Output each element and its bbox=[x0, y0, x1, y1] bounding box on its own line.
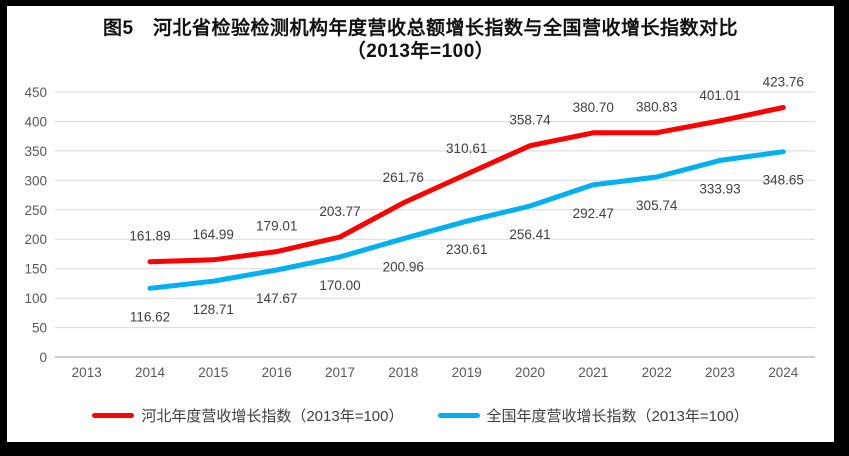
x-tick-label-2024: 2024 bbox=[768, 365, 799, 380]
data-label-series0-2017: 203.77 bbox=[319, 204, 360, 219]
legend-item-hebei: 河北年度营收增长指数（2013年=100） bbox=[92, 405, 404, 426]
y-tick-label-450: 450 bbox=[24, 85, 47, 100]
chart-legend: 河北年度营收增长指数（2013年=100） 全国年度营收增长指数（2013年=1… bbox=[7, 405, 834, 426]
data-label-series1-2016: 147.67 bbox=[256, 291, 297, 306]
x-tick-label-2014: 2014 bbox=[135, 365, 166, 380]
data-label-series1-2023: 333.93 bbox=[699, 181, 740, 196]
x-tick-label-2020: 2020 bbox=[515, 365, 545, 380]
data-label-series0-2014: 161.89 bbox=[129, 229, 170, 244]
data-label-series0-2023: 401.01 bbox=[699, 88, 740, 103]
x-tick-label-2021: 2021 bbox=[578, 365, 608, 380]
x-tick-label-2013: 2013 bbox=[72, 365, 102, 380]
data-label-series1-2017: 170.00 bbox=[319, 278, 360, 293]
data-label-series0-2019: 310.61 bbox=[446, 141, 487, 156]
data-label-series1-2014: 116.62 bbox=[130, 309, 170, 324]
data-label-series1-2024: 348.65 bbox=[763, 173, 804, 188]
legend-blue-line-sample bbox=[437, 413, 480, 418]
legend-label-national: 全国年度营收增长指数（2013年=100） bbox=[486, 408, 749, 425]
y-tick-label-0: 0 bbox=[39, 350, 47, 365]
data-label-series1-2015: 128.71 bbox=[193, 302, 234, 317]
x-tick-label-2016: 2016 bbox=[262, 365, 292, 380]
data-label-series0-2016: 179.01 bbox=[256, 219, 297, 234]
y-tick-label-50: 50 bbox=[32, 321, 47, 336]
y-tick-label-100: 100 bbox=[24, 291, 47, 306]
chart-canvas: 0 50 100 150 200 250 300 350 400 450 2013 2014 2015 2… bbox=[7, 6, 834, 442]
data-label-series0-2022: 380.83 bbox=[636, 100, 677, 115]
x-tick-label-2019: 2019 bbox=[452, 365, 482, 380]
x-tick-label-2018: 2018 bbox=[388, 365, 418, 380]
data-label-series1-2018: 200.96 bbox=[383, 260, 424, 275]
y-tick-label-400: 400 bbox=[24, 114, 47, 129]
y-tick-label-150: 150 bbox=[24, 262, 47, 277]
data-label-series1-2022: 305.74 bbox=[636, 198, 678, 213]
series-line-1 bbox=[147, 149, 786, 291]
data-label-series0-2018: 261.76 bbox=[383, 170, 424, 185]
x-tick-label-2017: 2017 bbox=[325, 365, 355, 380]
data-label-series1-2021: 292.47 bbox=[573, 206, 614, 221]
y-tick-label-200: 200 bbox=[24, 232, 47, 247]
data-label-series0-2024: 423.76 bbox=[763, 75, 804, 90]
x-tick-label-2022: 2022 bbox=[642, 365, 672, 380]
y-tick-label-350: 350 bbox=[24, 144, 47, 159]
x-tick-label-2023: 2023 bbox=[705, 365, 735, 380]
data-label-series0-2021: 380.70 bbox=[573, 100, 614, 115]
legend-red-line-sample bbox=[92, 413, 135, 418]
chart-title-line2: （2013年=100） bbox=[346, 41, 495, 62]
data-label-series0-2015: 164.99 bbox=[193, 227, 234, 242]
y-tick-label-250: 250 bbox=[24, 203, 47, 218]
y-tick-label-300: 300 bbox=[24, 173, 47, 188]
x-tick-label-2015: 2015 bbox=[198, 365, 228, 380]
data-label-series1-2019: 230.61 bbox=[446, 242, 487, 257]
legend-item-national: 全国年度营收增长指数（2013年=100） bbox=[437, 405, 749, 426]
data-label-series0-2020: 358.74 bbox=[509, 113, 551, 128]
chart-title-line1: 图5 河北省检验检测机构年度营收总额增长指数与全国营收增长指数对比 bbox=[102, 18, 739, 39]
line-chart-plot: 0 50 100 150 200 250 300 350 400 450 2013 2014 2015 2… bbox=[24, 75, 815, 380]
chart-title: 图5 河北省检验检测机构年度营收总额增长指数与全国营收增长指数对比 （2013年… bbox=[7, 17, 834, 63]
series-line-0 bbox=[147, 105, 786, 265]
legend-label-hebei: 河北年度营收增长指数（2013年=100） bbox=[141, 408, 404, 425]
data-label-series1-2020: 256.41 bbox=[509, 227, 550, 242]
